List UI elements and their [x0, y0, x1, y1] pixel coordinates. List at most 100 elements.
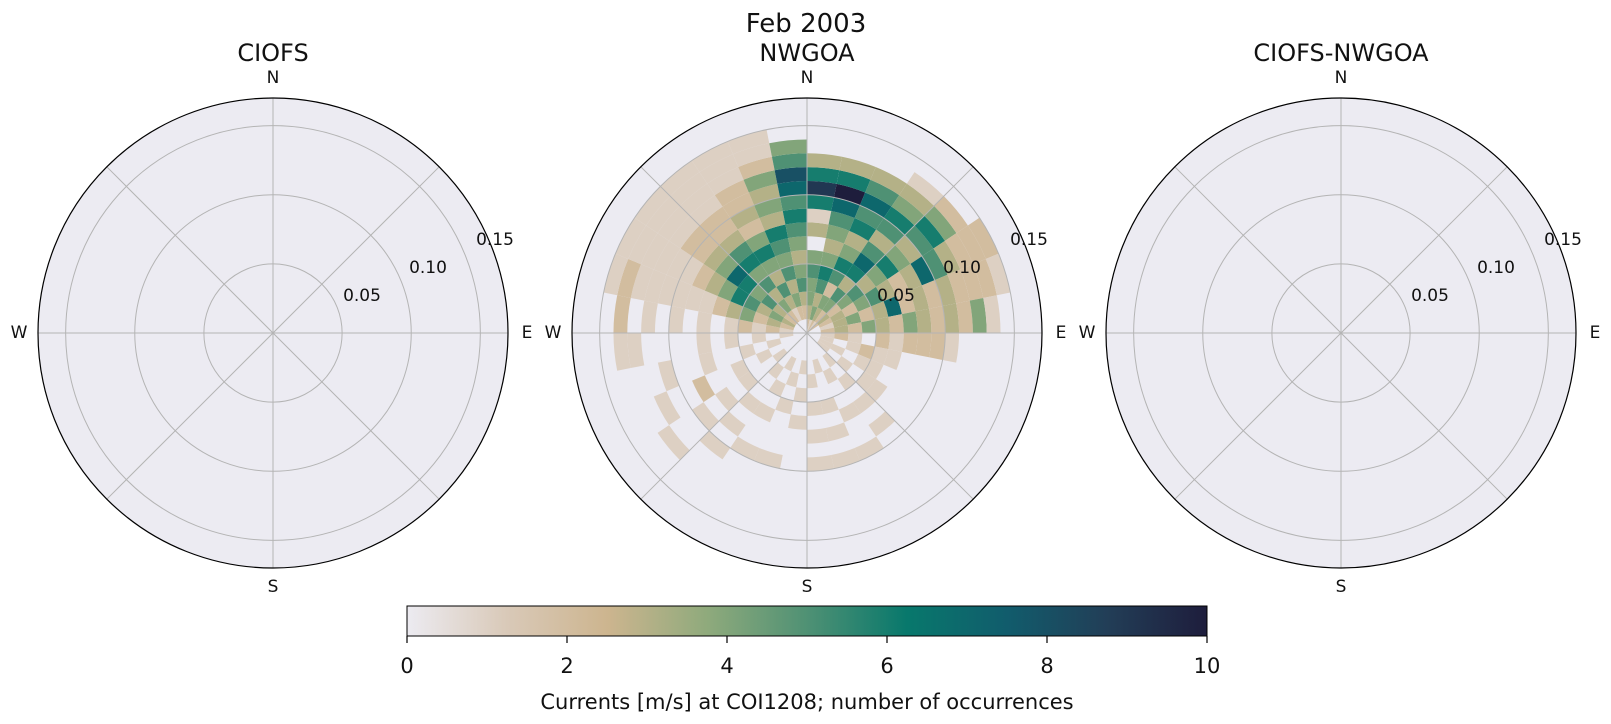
- histogram-bin: [785, 371, 799, 388]
- histogram-bin: [769, 238, 791, 257]
- histogram-bin: [875, 254, 899, 280]
- histogram-bin: [870, 346, 889, 365]
- histogram-bin: [823, 238, 845, 257]
- histogram-bin: [679, 183, 715, 216]
- histogram-bin: [816, 313, 830, 326]
- histogram-bin: [830, 287, 847, 304]
- histogram-bin: [906, 172, 944, 206]
- compass-north-label: N: [801, 68, 814, 88]
- histogram-bin: [779, 322, 795, 331]
- histogram-bin: [901, 311, 918, 333]
- histogram-bin: [751, 333, 767, 344]
- histogram-bin: [719, 411, 746, 437]
- histogram-bin: [875, 279, 897, 302]
- histogram-bin: [722, 192, 755, 219]
- histogram-bin: [703, 245, 729, 272]
- histogram-bin: [914, 215, 945, 249]
- histogram-bin: [603, 253, 629, 296]
- polar-grid: [1106, 98, 1576, 568]
- histogram-bin: [670, 172, 708, 206]
- histogram-bin: [874, 316, 890, 333]
- colorbar-tick-label: 0: [400, 654, 413, 678]
- histogram-bin: [737, 218, 765, 242]
- histogram-bin: [781, 317, 796, 328]
- histogram-bin: [899, 183, 935, 216]
- radial-tick-label: 0.05: [877, 286, 915, 306]
- histogram-bin: [807, 194, 834, 211]
- polar-grid: [572, 98, 1042, 568]
- histogram-bin: [973, 258, 997, 298]
- colorbar-tick-label: 10: [1194, 654, 1221, 678]
- histogram-bin: [870, 301, 889, 320]
- radial-tick-label: 0.10: [1477, 258, 1515, 278]
- histogram-bin: [788, 236, 807, 252]
- histogram-bin: [791, 307, 802, 322]
- histogram-bin: [752, 311, 769, 325]
- histogram-bin: [712, 295, 731, 317]
- histogram-bin: [818, 317, 833, 328]
- histogram-bin: [765, 324, 780, 333]
- histogram-bin: [796, 305, 805, 321]
- histogram-bin: [768, 378, 786, 397]
- histogram-bin: [807, 320, 815, 333]
- histogram-bin: [854, 205, 884, 230]
- histogram-bin: [929, 333, 946, 360]
- histogram-bin: [640, 233, 670, 270]
- histogram-bin: [689, 195, 723, 226]
- histogram-bin: [841, 302, 859, 318]
- histogram-bin: [751, 322, 767, 333]
- histogram-bin: [833, 256, 854, 276]
- histogram-bin: [942, 333, 960, 363]
- histogram-bin: [820, 251, 839, 270]
- histogram-bin: [807, 305, 813, 320]
- histogram-bin: [761, 293, 778, 310]
- histogram-bin: [888, 333, 904, 352]
- histogram-bin: [772, 348, 788, 363]
- histogram-bin: [613, 333, 631, 371]
- histogram-bin: [807, 427, 829, 444]
- histogram-bin: [956, 300, 973, 333]
- histogram-bin: [768, 309, 785, 323]
- angular-gridline: [640, 166, 974, 500]
- histogram-bin: [812, 358, 823, 374]
- histogram-bin: [845, 311, 862, 325]
- histogram-bin: [753, 243, 776, 265]
- histogram-bin: [985, 253, 1011, 296]
- histogram-bin: [910, 256, 935, 286]
- histogram-bin: [784, 313, 798, 326]
- histogram-bin: [807, 180, 837, 198]
- compass-north-label: N: [1335, 68, 1348, 88]
- histogram-bin: [738, 391, 761, 414]
- histogram-bin: [613, 295, 631, 333]
- histogram-bin: [699, 154, 739, 184]
- histogram-bin: [807, 222, 829, 239]
- histogram-bin: [753, 401, 776, 423]
- colorbar-gradient: [406, 605, 1208, 637]
- figure-title: Feb 2003: [746, 9, 866, 39]
- histogram-bin: [807, 250, 824, 266]
- histogram-bin: [832, 317, 848, 328]
- colorbar-tick-label: 6: [880, 654, 893, 678]
- histogram-bin: [816, 340, 830, 353]
- histogram-bin: [819, 335, 835, 344]
- histogram-bin: [969, 297, 987, 333]
- polar-outline: [1105, 97, 1577, 569]
- histogram-bin: [822, 298, 837, 314]
- histogram-bin: [696, 333, 713, 355]
- histogram-bin: [807, 319, 810, 333]
- histogram-bin: [783, 355, 797, 372]
- histogram-bin: [828, 210, 855, 231]
- compass-west-label: W: [545, 323, 562, 343]
- histogram-bin: [838, 401, 861, 423]
- histogram-bin: [738, 252, 761, 275]
- histogram-bin: [836, 356, 853, 373]
- histogram-bin: [743, 170, 778, 193]
- histogram-bin: [834, 333, 849, 342]
- histogram-bin: [944, 233, 974, 270]
- histogram-bin: [865, 379, 888, 402]
- panel-title: CIOFS: [237, 39, 308, 67]
- histogram-bin: [724, 333, 740, 350]
- histogram-bin: [698, 351, 718, 376]
- histogram-bin: [901, 333, 918, 355]
